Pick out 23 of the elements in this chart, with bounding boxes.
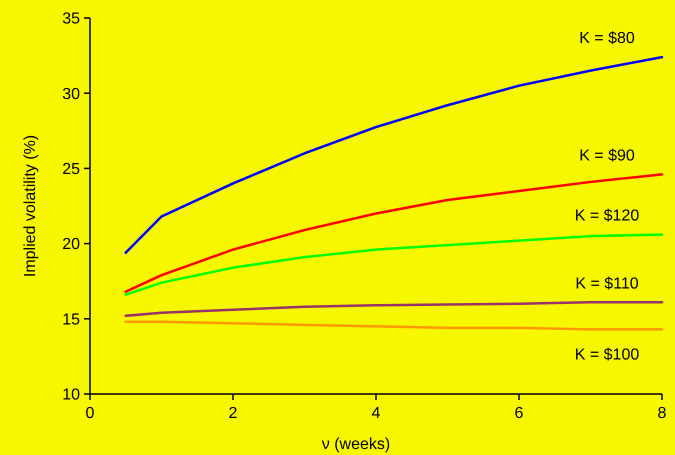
y-tick-label: 15 [62,311,80,328]
y-tick-label: 35 [62,10,80,28]
x-tick-label: 4 [372,405,381,422]
y-tick-label: 20 [62,236,80,254]
line-series [124,233,664,296]
line-series [124,320,664,331]
series-label: K = $80 [579,30,635,48]
line-series [124,301,664,318]
x-tick-label: 8 [658,405,667,422]
y-tick-label: 30 [62,86,80,103]
x-axis-title: ν (weeks) [322,436,390,453]
y-tick-label: 10 [62,386,80,404]
series-label: K = $90 [579,147,635,164]
x-tick-label: 6 [514,405,524,422]
x-tick-label: 2 [228,405,238,422]
line-series [124,56,664,254]
series-label: K = $100 [574,346,640,364]
y-tick-label: 25 [62,161,80,178]
line-series [124,173,664,293]
x-tick-label: 0 [86,405,95,422]
series-label: K = $110 [575,275,639,292]
y-axis-title: Implied volatility (%) [22,134,39,278]
series-label: K = $120 [574,208,640,225]
